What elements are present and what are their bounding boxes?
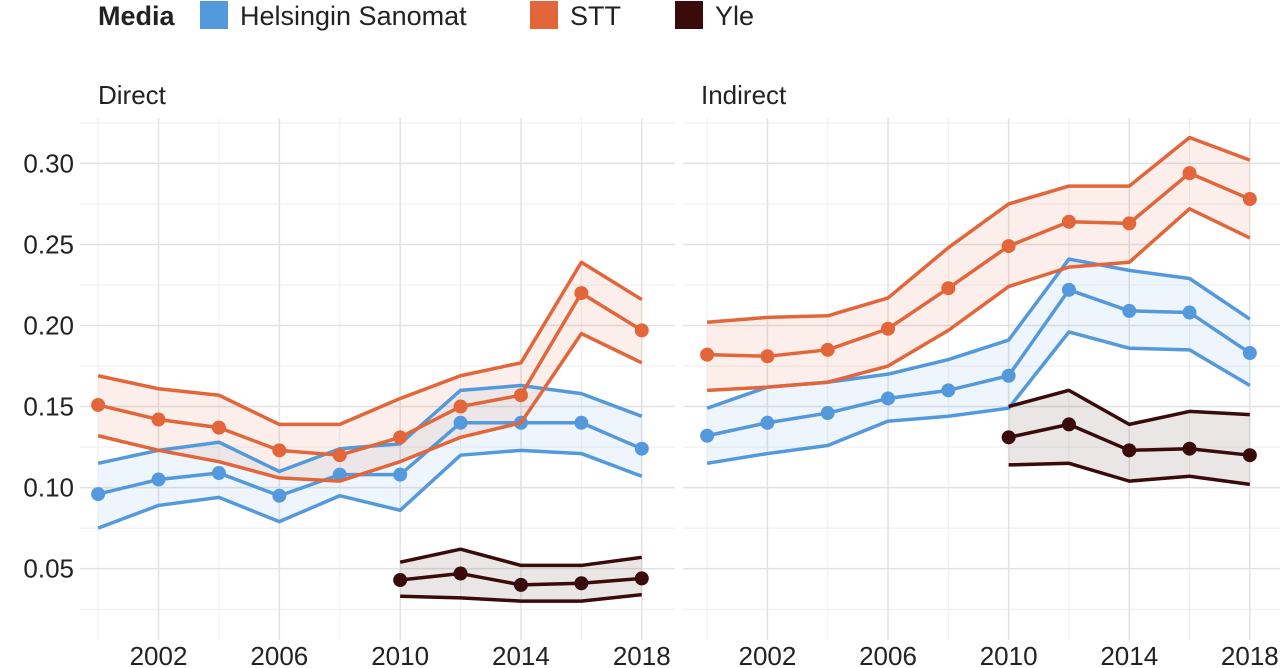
point-stt [393, 430, 408, 445]
x-tick-label: 2014 [492, 641, 550, 668]
point-stt [1182, 166, 1197, 181]
point-helsingin-sanomat [700, 428, 715, 443]
point-yle [1061, 417, 1076, 432]
point-stt [1061, 214, 1076, 229]
point-helsingin-sanomat [941, 383, 956, 398]
legend-swatch [675, 1, 703, 29]
panel-title: Direct [98, 80, 167, 110]
point-helsingin-sanomat [820, 406, 835, 421]
line-helsingin-sanomat-lower [706, 330, 1251, 466]
legend-swatch [530, 1, 558, 29]
point-stt [1001, 239, 1016, 254]
x-tick-label: 2002 [739, 641, 797, 668]
point-helsingin-sanomat [881, 391, 896, 406]
point-yle [634, 571, 649, 586]
y-tick-label: 0.10 [23, 473, 74, 503]
point-helsingin-sanomat [151, 472, 166, 487]
panel-indirect: Indirect 2002 2006 2010 2014 2018 [683, 80, 1280, 668]
point-stt [760, 349, 775, 364]
point-yle [1122, 443, 1137, 458]
x-tick-label: 2006 [859, 641, 917, 668]
x-tick-label: 2002 [130, 641, 188, 668]
legend-title: Media [98, 1, 176, 31]
point-yle [1182, 441, 1197, 456]
ribbon-stt [707, 137, 1250, 391]
point-helsingin-sanomat [453, 415, 468, 430]
point-stt [272, 443, 287, 458]
point-stt [820, 342, 835, 357]
point-helsingin-sanomat [1182, 305, 1197, 320]
point-stt [151, 412, 166, 427]
line-stt [97, 291, 643, 457]
legend-label: STT [570, 1, 621, 31]
line-stt [707, 171, 1251, 359]
y-tick-label: 0.05 [23, 554, 74, 584]
point-helsingin-sanomat [91, 487, 106, 502]
legend: Media Helsingin Sanomat STT Yle [98, 1, 754, 31]
point-stt [211, 420, 226, 435]
ribbon-yle [1008, 390, 1250, 485]
point-yle [1001, 430, 1016, 445]
legend-swatch [200, 1, 228, 29]
point-stt [513, 388, 528, 403]
ribbon-helsingin-sanomat [707, 259, 1250, 464]
point-helsingin-sanomat [332, 467, 347, 482]
point-helsingin-sanomat [634, 441, 649, 456]
point-stt [574, 286, 589, 301]
point-stt [634, 323, 649, 338]
panel-title: Indirect [701, 80, 787, 110]
y-tick-label: 0.20 [23, 311, 74, 341]
line-yle-upper [1008, 388, 1250, 427]
legend-label: Yle [715, 1, 754, 31]
line-yle-lower [1008, 461, 1251, 487]
point-yle [513, 577, 528, 592]
point-stt [941, 281, 956, 296]
point-helsingin-sanomat [1061, 282, 1076, 297]
point-stt [700, 347, 715, 362]
point-helsingin-sanomat [574, 415, 589, 430]
point-yle [1242, 448, 1257, 463]
y-tick-label: 0.25 [23, 229, 74, 259]
point-helsingin-sanomat [1122, 303, 1137, 318]
point-stt [881, 321, 896, 336]
point-stt [332, 448, 347, 463]
x-tick-label: 2018 [1221, 641, 1279, 668]
point-helsingin-sanomat [1242, 346, 1257, 361]
y-tick-label: 0.15 [23, 392, 74, 422]
line-helsingin-sanomat [97, 421, 643, 498]
x-tick-label: 2010 [371, 641, 429, 668]
line-stt-lower [97, 331, 643, 483]
point-helsingin-sanomat [272, 488, 287, 503]
point-helsingin-sanomat [393, 467, 408, 482]
point-yle [453, 566, 468, 581]
point-yle [393, 573, 408, 588]
x-tick-label: 2018 [613, 641, 671, 668]
point-stt [1122, 216, 1137, 231]
x-tick-label: 2010 [980, 641, 1038, 668]
line-stt-upper [97, 260, 643, 427]
panel-direct: Direct 2002 2006 2010 2014 2018 0.05 0.10 0.15 0.… [23, 80, 675, 668]
point-helsingin-sanomat [760, 415, 775, 430]
point-helsingin-sanomat [211, 466, 226, 481]
x-tick-label: 2014 [1100, 641, 1158, 668]
point-stt [1242, 192, 1257, 207]
line-helsingin-sanomat-lower [97, 448, 643, 530]
point-stt [91, 397, 106, 412]
line-yle-upper [399, 547, 643, 568]
x-tick-label: 2006 [250, 641, 308, 668]
point-helsingin-sanomat [1001, 368, 1016, 383]
legend-label: Helsingin Sanomat [240, 1, 467, 31]
y-tick-label: 0.30 [23, 148, 74, 178]
line-stt-upper [706, 135, 1251, 325]
line-helsingin-sanomat [706, 288, 1251, 438]
point-stt [453, 399, 468, 414]
line-yle-lower [400, 592, 642, 603]
point-yle [574, 576, 589, 591]
ribbon-stt [98, 262, 642, 482]
line-stt-lower [707, 207, 1251, 393]
